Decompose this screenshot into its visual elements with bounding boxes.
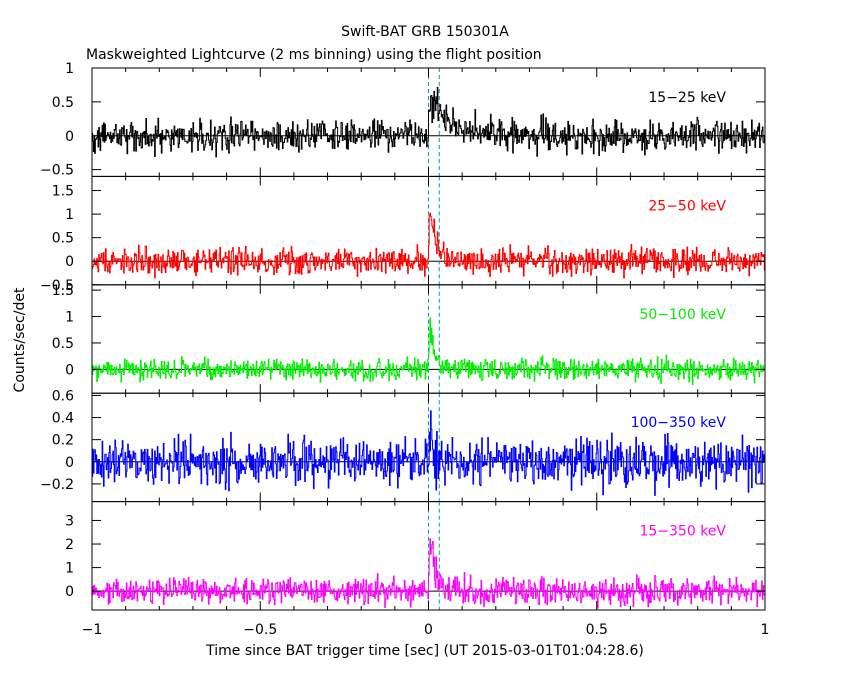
x-tick-label: 0.5 [586,622,608,638]
panel-2: −0.500.511.525−50 keV [40,176,765,293]
panel-3: 0 0.5 1 1.5 50−100 keV [52,283,765,393]
band-label-4: 100−350 keV [631,415,727,431]
panel-1: −0.5 0 0.5 1 15−25 keV [40,61,765,179]
y-tick-label: 0.4 [52,411,74,427]
chart-title: Swift-BAT GRB 150301A [341,24,509,40]
band-label-5: 15−350 keV [639,524,726,540]
y-tick-label: 1.5 [52,184,74,200]
y-tick-label: 0 [65,362,74,378]
y-tick-label: 0 [65,129,74,145]
x-axis-label: Time since BAT trigger time [sec] (UT 20… [205,643,644,659]
y-tick-label: 3 [65,513,74,529]
y-tick-label: −0.2 [40,477,74,493]
y-tick-label: 1 [65,561,74,577]
y-tick-label: 0.2 [52,433,74,449]
y-tick-label: 0.5 [52,231,74,247]
y-tick-label: 0.5 [52,95,74,111]
y-tick-label: 0.6 [52,388,74,404]
band-label-2: 25−50 keV [648,198,726,214]
x-axis-ticks: −1 −0.5 0 0.5 1 [82,622,770,638]
y-tick-label: 1 [65,310,74,326]
panel-5: 0 1 2 3 15−350 keV [65,502,765,610]
x-tick-label: 1 [761,622,770,638]
y-tick-label: 0.5 [52,336,74,352]
panel-4: −0.2 0 0.2 0.4 0.6 100−350 keV [40,388,765,501]
y-tick-label: 0 [65,254,74,270]
x-tick-label: −1 [82,622,103,638]
y-tick-label: −0.5 [40,163,74,179]
chart-subtitle: Maskweighted Lightcurve (2 ms binning) u… [86,47,542,63]
panel-stack: −0.5 0 0.5 1 15−25 keV−0.5 0 0.5 1 1.5 25−50 keV 0… [40,61,765,610]
y-tick-label: 0 [65,455,74,471]
y-tick-label: 1 [65,207,74,223]
x-tick-label: −0.5 [243,622,277,638]
y-axis-label: Counts/sec/det [12,287,28,392]
y-tick-label: 1 [65,61,74,77]
y-tick-label: 2 [65,537,74,553]
band-label-3: 50−100 keV [639,307,726,323]
y-tick-label: 0 [65,584,74,600]
band-label-1: 15−25 keV [648,90,726,106]
x-tick-label: 0 [424,622,433,638]
y-tick-label: 1.5 [52,283,74,299]
